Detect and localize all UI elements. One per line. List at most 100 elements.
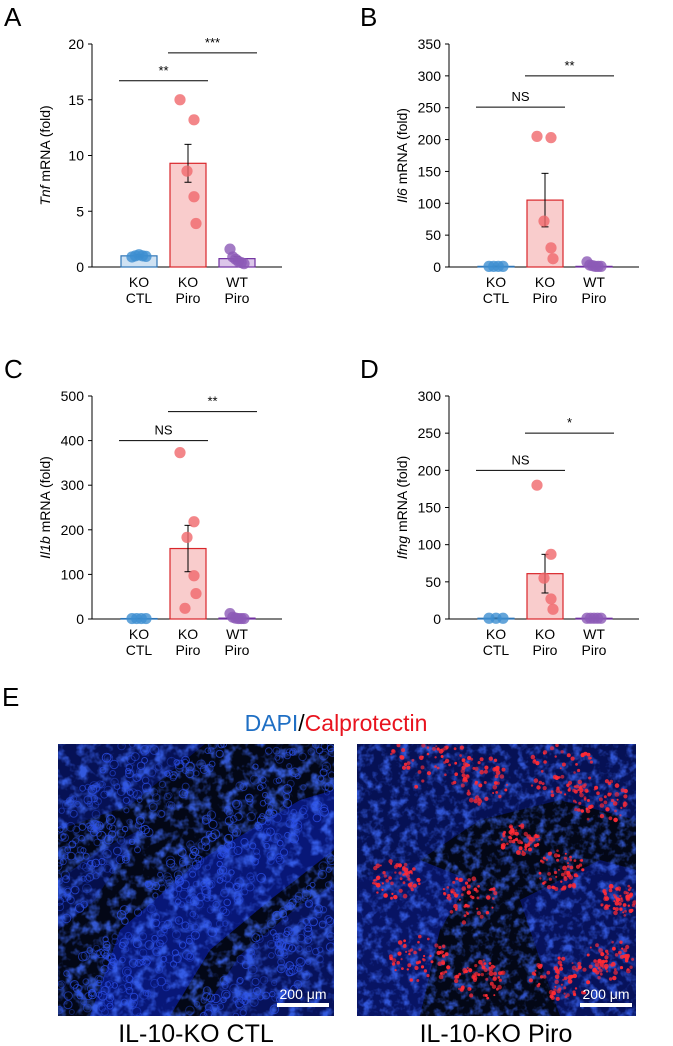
y-tick-label: 100 [61,566,85,582]
cell-ring [249,774,260,785]
legend-separator: / [298,710,305,736]
calprotectin-spot [426,746,430,749]
y-tick-label: 300 [418,388,442,404]
y-tick-label: 350 [418,36,442,52]
calprotectin-spot [614,901,619,906]
calprotectin-spot [483,769,488,774]
calprotectin-spot [623,914,626,917]
cell-ring [220,744,228,748]
cell-ring [305,945,313,953]
calprotectin-spot [631,903,636,907]
cell-ring [121,825,129,833]
cell-ring [315,746,324,755]
cell-ring [275,855,285,865]
cell-ring [121,917,129,925]
calprotectin-spot [381,882,384,885]
calprotectin-spot [476,911,481,916]
cell-ring [249,997,259,1007]
cell-ring [151,793,161,802]
cell-ring [290,808,298,816]
calprotectin-spot [524,848,527,851]
calprotectin-spot [597,976,601,980]
calprotectin-spot [399,877,403,881]
calprotectin-spot [555,968,560,974]
cell-ring [165,876,174,885]
cell-ring [129,998,138,1008]
cell-ring [295,957,306,968]
calprotectin-spot [454,761,458,765]
cell-ring [113,846,122,856]
calprotectin-spot [619,894,622,898]
calprotectin-spot [500,838,504,841]
cell-ring [139,990,149,1000]
calprotectin-spot [400,958,403,961]
cell-ring [205,880,214,889]
cell-ring [160,955,168,963]
cell-ring [271,993,280,1002]
calprotectin-spot [537,982,541,986]
calprotectin-spot [614,907,619,912]
calprotectin-spot [492,976,497,981]
calprotectin-spot [566,865,570,868]
cell-ring [324,782,334,792]
cell-ring [181,755,190,765]
calprotectin-spot [605,807,610,812]
y-tick-label: 0 [433,259,441,275]
cell-ring [179,889,189,900]
cell-ring [188,864,198,874]
calprotectin-spot [469,993,474,998]
calprotectin-spot [463,914,467,917]
significance-label: NS [511,452,529,467]
calprotectin-spot [406,874,410,879]
cell-ring [156,809,165,818]
calprotectin-spot [455,877,459,881]
calprotectin-spot [563,976,568,981]
calprotectin-spot [615,887,619,891]
cell-ring [121,966,132,977]
cell-ring [185,937,193,945]
calprotectin-spot [467,755,472,761]
cell-ring [142,955,152,965]
calprotectin-spot [585,790,588,793]
cell-ring [82,883,92,894]
cell-ring [326,855,334,866]
cell-ring [185,952,195,962]
cell-ring [111,937,119,946]
calprotectin-spot [618,950,622,955]
calprotectin-spot [626,891,629,895]
data-point [538,215,550,227]
data-point [188,570,200,582]
cell-ring [166,756,177,767]
cell-ring [158,921,168,931]
cell-ring [317,870,327,880]
calprotectin-spot [500,970,506,976]
calprotectin-spot [546,970,551,975]
calprotectin-spot [613,910,618,916]
calprotectin-spot [468,797,474,803]
cell-ring [318,750,329,761]
cell-ring [206,993,216,1003]
legend-calprotectin: Calprotectin [305,710,428,736]
calprotectin-spot [459,754,462,757]
calprotectin-spot [413,950,417,955]
calprotectin-spot [596,791,600,795]
calprotectin-spot [520,823,525,828]
calprotectin-spot [474,795,480,800]
x-tick-label-line1: KO [535,626,555,642]
calprotectin-spot [426,974,430,978]
x-tick-label-line1: WT [226,626,248,642]
calprotectin-spot [542,786,547,791]
cell-ring [250,991,258,1000]
calprotectin-spot [489,981,494,986]
cell-ring [324,915,333,923]
cell-ring [82,862,91,872]
calprotectin-spot [406,968,409,971]
cell-ring [96,948,106,959]
calprotectin-spot [416,979,420,982]
micrograph-ko-ctl: 200 μm [58,744,334,1016]
data-point [545,548,557,560]
cell-ring [252,942,260,950]
calprotectin-spot [577,788,580,792]
cell-ring [119,905,130,915]
x-tick-label-line2: Piro [176,642,201,658]
